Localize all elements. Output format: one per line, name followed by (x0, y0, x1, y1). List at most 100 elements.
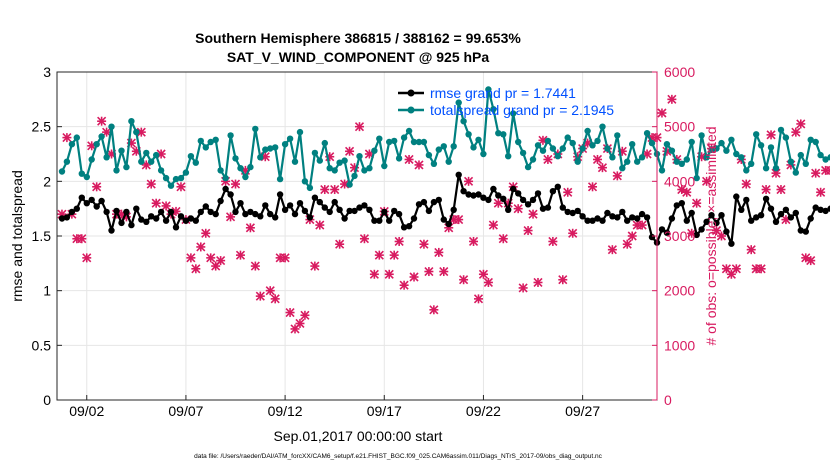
x-tick-label: 09/27 (565, 403, 600, 419)
rmse-point (157, 208, 165, 216)
rmse-point (827, 205, 830, 212)
obs-marker (746, 245, 756, 255)
totalspread-point (371, 147, 378, 154)
totalspread-point (430, 160, 438, 167)
totalspread-point (495, 130, 502, 137)
totalspread-point (98, 133, 105, 140)
rmse-point (544, 204, 552, 211)
totalspread-point (391, 137, 398, 145)
obs-marker (543, 154, 553, 165)
totalspread-point (316, 157, 323, 164)
totalspread-point (743, 167, 750, 174)
rmse-point (599, 217, 606, 224)
rmse-point (68, 208, 76, 216)
rmse-point (252, 210, 259, 218)
totalspread-point (237, 165, 244, 172)
totalspread-point (138, 158, 145, 165)
totalspread-point (296, 128, 304, 136)
totalspread-point (802, 160, 809, 167)
obs-marker (295, 318, 305, 329)
totalspread-point (232, 155, 239, 162)
obs-marker (454, 215, 464, 225)
totalspread-point (589, 142, 596, 149)
totalspread-point (738, 154, 745, 161)
totalspread-point (276, 175, 284, 183)
x-tick-label: 09/17 (367, 403, 402, 419)
rmse-point (177, 213, 185, 220)
totalspread-point (807, 136, 814, 143)
rmse-point (723, 228, 730, 235)
totalspread-point (73, 134, 81, 141)
rmse-point (78, 194, 86, 201)
obs-marker-cross (825, 165, 830, 171)
rmse-point (153, 215, 160, 222)
rmse-point (222, 185, 229, 193)
totalspread-point (435, 146, 442, 153)
totalspread-point (58, 168, 66, 175)
totalspread-point (103, 154, 110, 161)
obs-marker (513, 204, 523, 214)
totalspread-point (157, 167, 165, 174)
obs-marker (369, 269, 379, 279)
obs-marker (255, 291, 265, 301)
totalspread-point (331, 167, 338, 174)
legend-totalspread-marker (407, 106, 415, 114)
rmse-point (777, 210, 785, 218)
obs-marker (191, 264, 201, 274)
obs-marker (97, 116, 107, 126)
y-left-tick-label: 2.5 (32, 119, 52, 135)
totalspread-point (425, 151, 433, 159)
rmse-point (554, 183, 561, 190)
totalspread-point (351, 172, 358, 180)
totalspread-point (534, 142, 542, 149)
legend-rmse-marker (407, 89, 415, 97)
totalspread-point (762, 165, 770, 172)
totalspread-point (728, 136, 735, 143)
obs-marker (235, 250, 246, 260)
totalspread-point (108, 123, 115, 130)
totalspread-point (638, 154, 646, 161)
x-tick-label: 09/02 (69, 403, 104, 419)
totalspread-point (757, 142, 765, 149)
totalspread-point (162, 174, 170, 182)
obs-marker (622, 239, 632, 249)
totalspread-point (475, 136, 482, 143)
axis-ticks: 09/02 09/07 09/12 09/17 09/22 09/27 0 0.5 1 1.5 2 2… (32, 64, 696, 419)
rmse-point (108, 227, 115, 234)
rmse-point (772, 218, 780, 225)
totalspread-point (192, 159, 199, 166)
obs-marker (201, 228, 211, 238)
totalspread-point (187, 153, 195, 160)
totalspread-point (594, 137, 601, 145)
totalspread-point (614, 132, 621, 139)
totalspread-point (500, 131, 507, 138)
totalspread-point (782, 134, 790, 141)
totalspread-point (450, 143, 457, 150)
rmse-point (386, 217, 393, 224)
rmse-point (128, 221, 135, 229)
totalspread-point (286, 135, 294, 142)
totalspread-point (792, 169, 799, 176)
rmse-point (98, 197, 105, 205)
totalspread-point (648, 139, 656, 147)
rmse-point (138, 216, 145, 223)
rmse-point (395, 210, 403, 218)
rmse-point (286, 202, 294, 209)
totalspread-point (445, 158, 452, 165)
y-left-tick-label: 0.5 (32, 337, 52, 353)
totalspread-point (306, 184, 314, 192)
totalspread-point (153, 151, 160, 159)
rmse-point (371, 217, 378, 224)
totalspread-point (172, 175, 180, 183)
rmse-point (267, 210, 274, 218)
rmse-point (435, 196, 442, 204)
rmse-point (688, 209, 695, 217)
rmse-point (291, 210, 299, 218)
rmse-point (534, 190, 542, 197)
rmse-point (718, 212, 725, 219)
totalspread-point (609, 154, 616, 161)
totalspread-point (708, 146, 715, 153)
obs-marker (315, 220, 325, 230)
rmse-point (356, 204, 363, 211)
rmse-point (767, 205, 775, 212)
